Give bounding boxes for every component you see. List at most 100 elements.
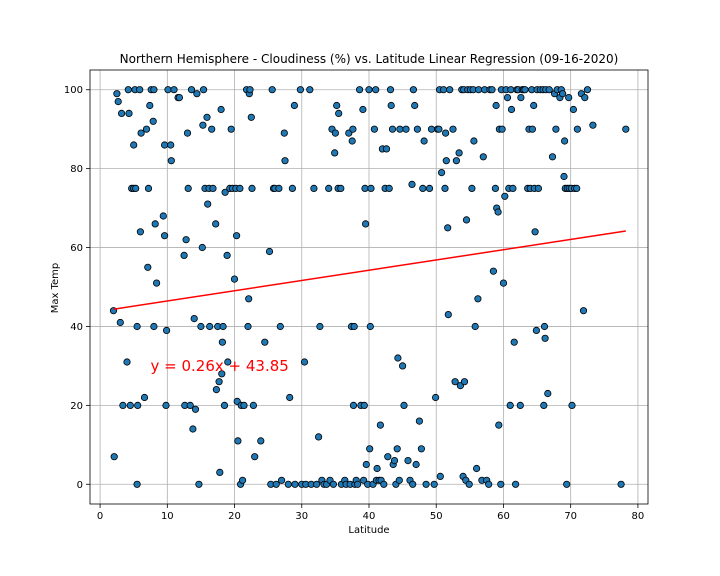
data-point: [240, 401, 248, 409]
y-tick-label: 40: [70, 322, 83, 333]
data-point: [133, 322, 141, 331]
data-point: [144, 263, 152, 271]
data-point: [446, 86, 454, 94]
data-point: [501, 192, 509, 200]
data-point: [491, 184, 499, 192]
x-tick-label: 80: [632, 511, 645, 522]
data-point: [437, 169, 446, 177]
x-tick-label: 10: [161, 511, 174, 522]
data-point: [569, 105, 578, 114]
data-point: [316, 322, 324, 331]
data-point: [396, 125, 404, 133]
data-point: [124, 86, 132, 94]
data-point: [184, 184, 192, 192]
data-point: [494, 208, 502, 216]
data-points: [109, 86, 630, 488]
x-tick-label: 70: [564, 511, 577, 522]
data-point: [164, 86, 172, 94]
data-point: [544, 389, 552, 398]
data-point: [449, 125, 457, 133]
data-point: [200, 86, 208, 94]
data-point: [394, 354, 402, 362]
data-point: [540, 322, 549, 331]
data-point: [532, 326, 541, 334]
data-point: [349, 125, 357, 133]
data-point: [474, 86, 483, 94]
data-point: [548, 153, 557, 161]
data-point: [291, 480, 299, 488]
data-point: [387, 101, 395, 110]
data-point: [380, 480, 388, 488]
data-point: [288, 184, 296, 192]
data-point: [412, 460, 420, 469]
data-point: [419, 184, 427, 192]
data-point: [470, 137, 478, 145]
data-point: [439, 86, 448, 94]
data-point: [212, 220, 220, 228]
data-point: [218, 338, 226, 346]
data-point: [306, 86, 314, 94]
data-point: [284, 480, 292, 488]
data-point: [531, 228, 539, 236]
data-point: [390, 456, 399, 465]
data-point: [280, 129, 288, 137]
x-tick-label: 60: [497, 511, 510, 522]
data-point: [275, 184, 283, 192]
data-point: [408, 180, 416, 188]
data-point: [385, 184, 393, 192]
data-point: [472, 464, 481, 473]
data-point: [451, 378, 459, 386]
data-point: [212, 385, 220, 394]
data-point: [507, 86, 515, 94]
data-point: [126, 401, 134, 409]
data-point: [395, 476, 403, 484]
data-point: [413, 125, 421, 133]
data-point: [510, 338, 518, 346]
data-point: [146, 101, 154, 110]
data-point: [409, 480, 417, 488]
data-point: [360, 401, 368, 409]
data-point: [167, 141, 175, 149]
x-tick-label: 20: [228, 511, 241, 522]
data-point: [534, 184, 543, 192]
data-point: [361, 184, 369, 192]
data-point: [144, 184, 153, 192]
data-point: [244, 322, 252, 331]
data-point: [503, 94, 512, 102]
data-point: [310, 184, 318, 192]
data-point: [272, 480, 280, 488]
data-point: [114, 98, 122, 106]
regression: [113, 230, 626, 310]
data-point: [153, 279, 161, 287]
data-point: [223, 251, 231, 259]
data-point: [499, 279, 508, 287]
data-point: [552, 125, 560, 133]
data-point: [331, 149, 339, 157]
data-point: [162, 401, 170, 409]
data-point: [436, 472, 444, 480]
data-point: [617, 480, 625, 488]
data-point: [431, 393, 440, 402]
data-point: [444, 310, 452, 319]
data-point: [425, 184, 434, 192]
data-point: [452, 157, 460, 165]
data-point: [362, 460, 370, 469]
data-point: [198, 243, 206, 252]
data-point: [296, 86, 304, 94]
data-point: [276, 322, 284, 331]
data-point: [230, 275, 239, 283]
data-point: [471, 322, 479, 331]
data-point: [530, 101, 538, 110]
data-point: [528, 125, 537, 133]
data-point: [498, 125, 506, 133]
data-point: [441, 129, 450, 137]
data-point: [325, 184, 333, 192]
y-tick-label: 0: [77, 480, 83, 491]
data-point: [373, 464, 381, 473]
data-point: [151, 220, 159, 228]
data-point: [335, 109, 343, 118]
data-point: [209, 184, 217, 192]
data-point: [409, 86, 417, 94]
data-point: [372, 86, 380, 94]
